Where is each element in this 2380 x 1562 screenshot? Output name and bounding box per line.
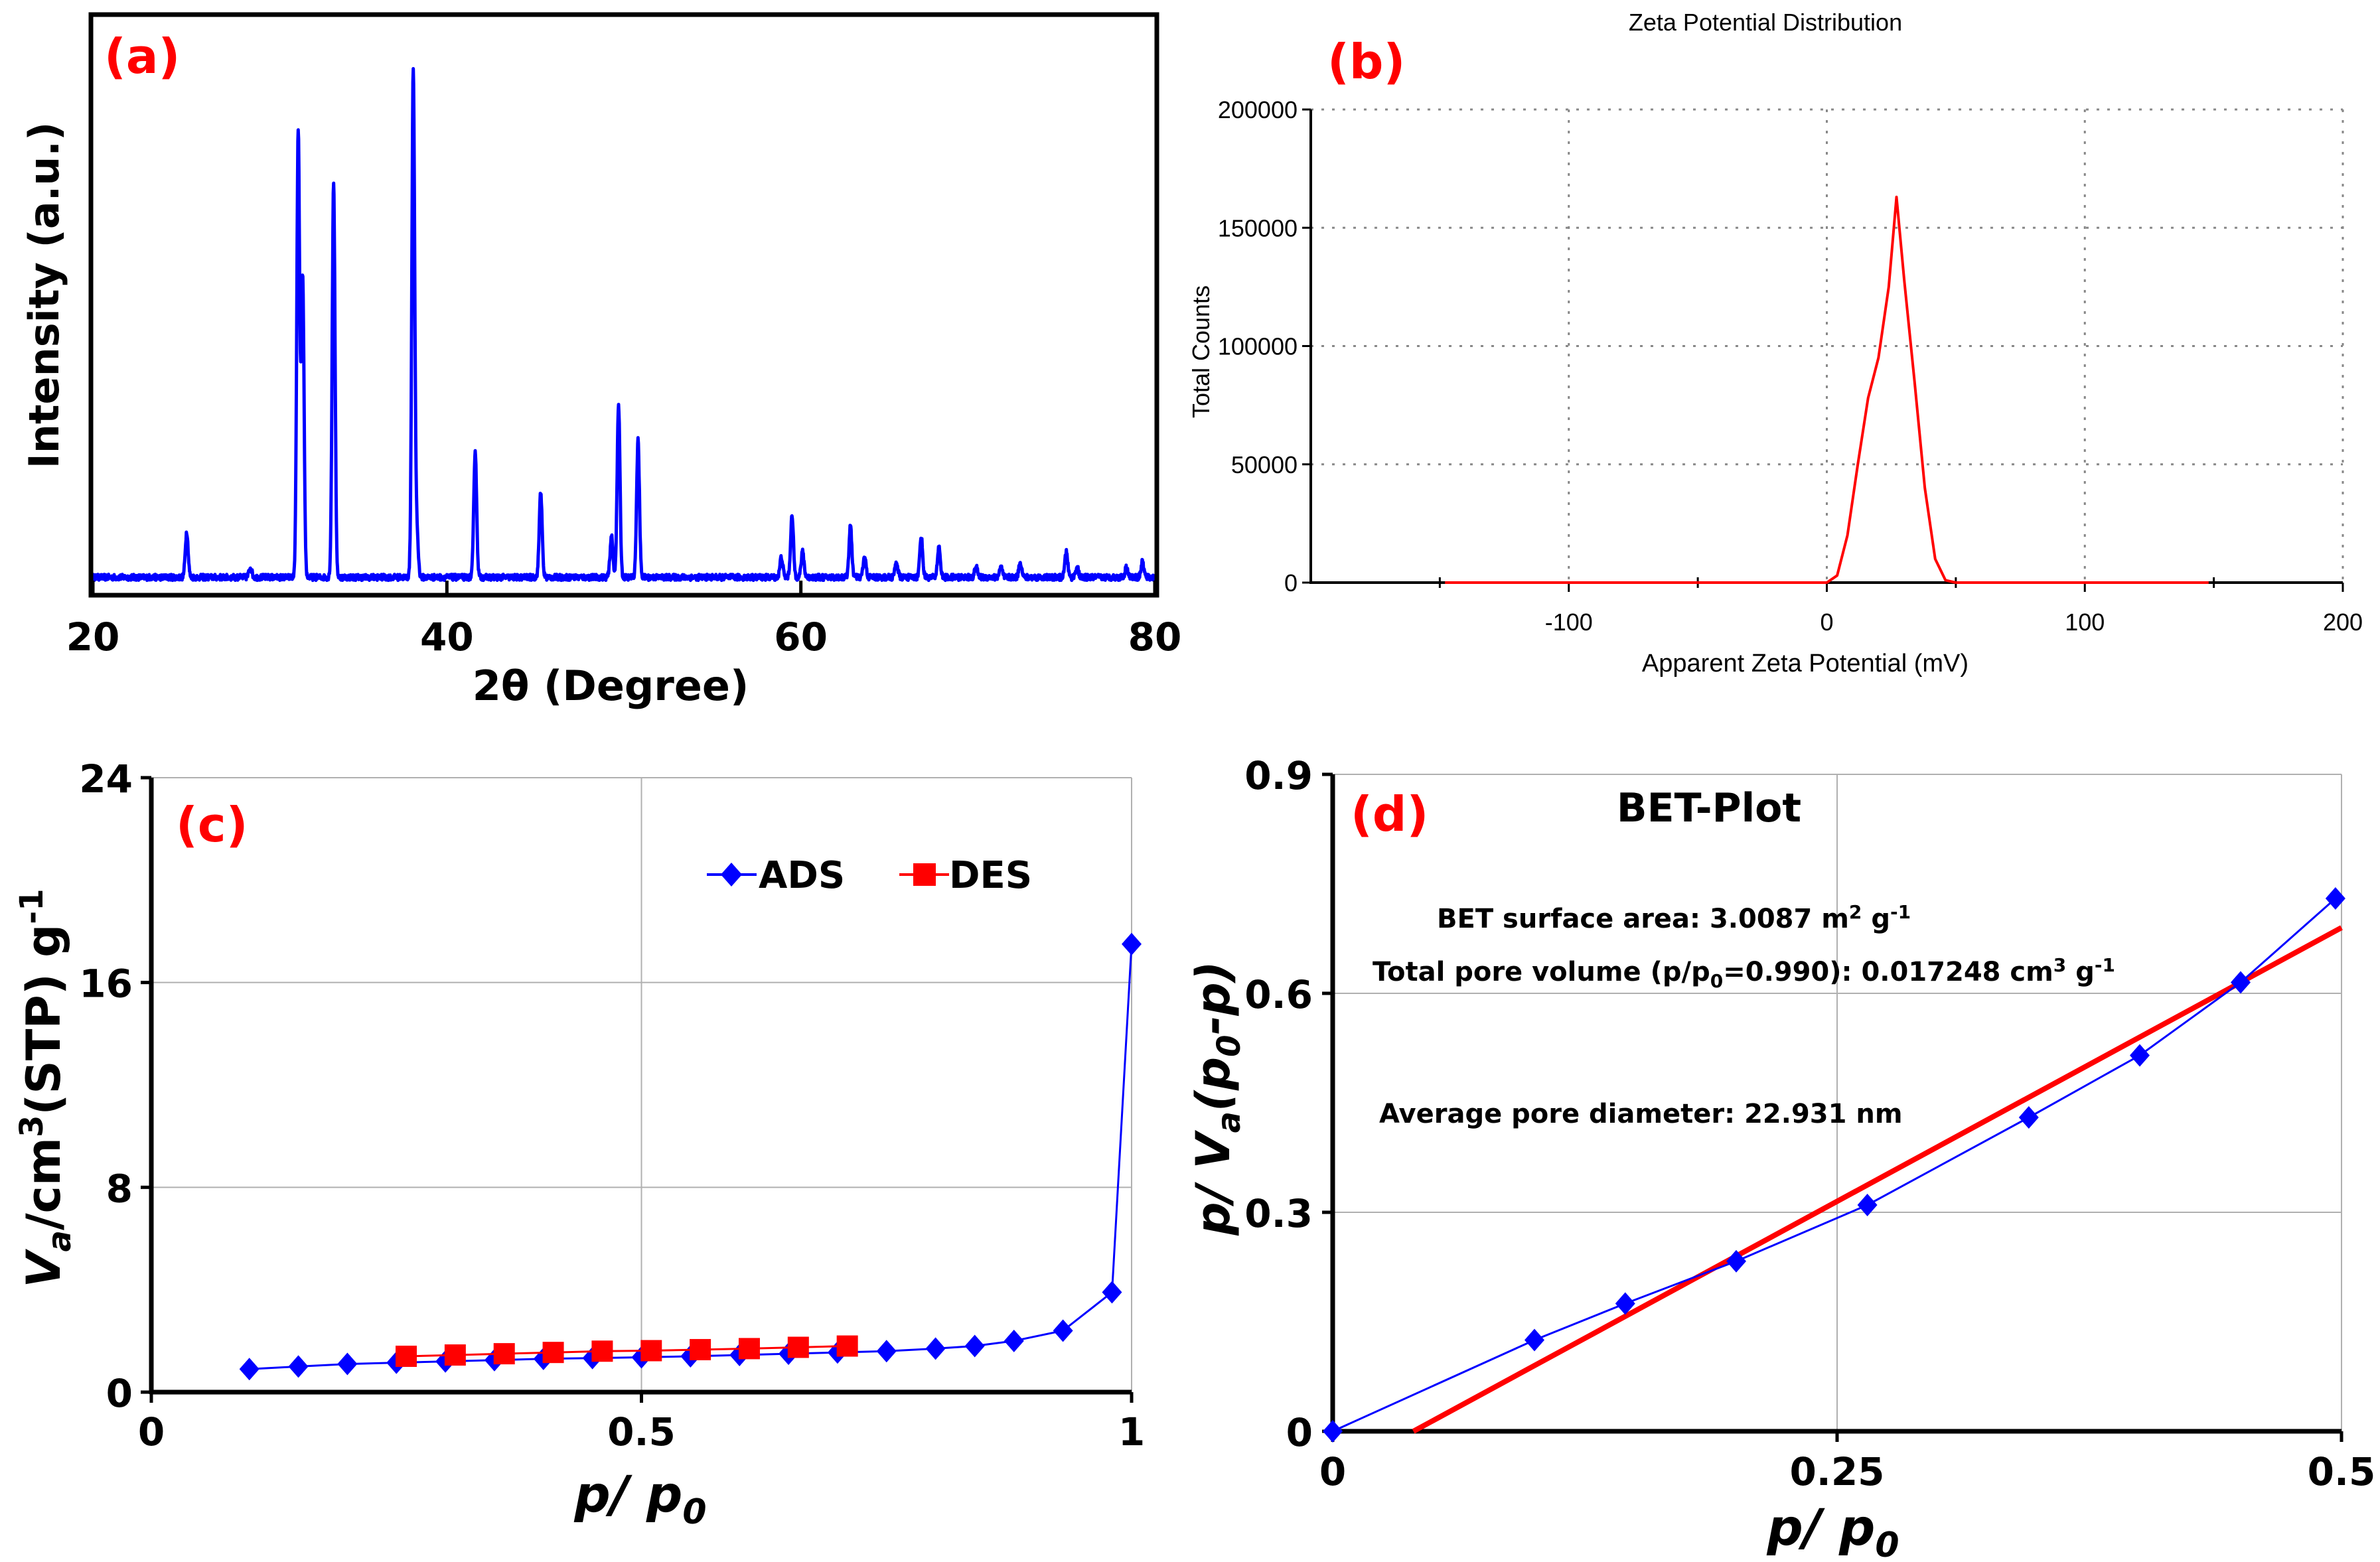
- d-y-tick-label: 0: [1286, 1410, 1313, 1455]
- c-des-point: [690, 1338, 711, 1360]
- d-annotation-pore-diameter: Average pore diameter: 22.931 nm: [1379, 1099, 1903, 1129]
- c-des-point: [640, 1340, 662, 1362]
- c-legend-des: DES: [949, 854, 1032, 897]
- b-x-axis-label: Apparent Zeta Potential (mV): [1642, 650, 1969, 677]
- b-y-axis-label: Total Counts: [1187, 285, 1215, 418]
- c-legend-ads-marker: [721, 863, 742, 887]
- a-x-tick-label: 40: [420, 614, 474, 660]
- d-data-point: [1726, 1249, 1746, 1273]
- c-x-tick-label: 1: [1118, 1409, 1145, 1455]
- d-chart-title: BET-Plot: [1617, 785, 1801, 831]
- d-y-tick-label: 0.6: [1244, 972, 1313, 1017]
- b-y-tick-label: 200000: [1218, 96, 1298, 123]
- d-annotation-pore-volume: Total pore volume (p/p0=0.990): 0.017248…: [1373, 954, 2115, 992]
- c-des-point: [396, 1345, 417, 1367]
- d-data-point: [2130, 1044, 2150, 1067]
- c-x-axis-label: p/ p0: [573, 1464, 706, 1532]
- b-y-tick-label: 50000: [1231, 451, 1298, 478]
- c-ads-point: [876, 1340, 897, 1363]
- c-ads-point: [964, 1334, 985, 1358]
- c-legend-des-marker: [913, 863, 936, 886]
- d-annotation-surface-area: BET surface area: 3.0087 m2 g-1: [1437, 901, 1911, 934]
- panel-d-bet: 0 0.3 0.6 0.9 0 0.25 0.5 (d) BET-Plot BET surf…: [1186, 753, 2375, 1562]
- b-y-tick-label: 150000: [1218, 214, 1298, 242]
- c-des-point: [787, 1336, 809, 1358]
- c-y-tick-label: 0: [106, 1371, 133, 1416]
- c-des-point: [591, 1340, 613, 1362]
- c-ads-point: [1122, 932, 1142, 956]
- c-des-point: [542, 1342, 564, 1364]
- a-x-axis-label: 2θ (Degree): [473, 662, 749, 710]
- d-x-tick-label: 0.25: [1789, 1449, 1884, 1494]
- c-ads-point: [239, 1358, 260, 1381]
- b-y-tick-label: 0: [1284, 569, 1298, 597]
- c-panel-label: (c): [176, 797, 248, 853]
- c-x-tick-label: 0.5: [607, 1409, 676, 1455]
- c-des-point: [738, 1338, 760, 1360]
- c-ads-point: [925, 1337, 946, 1360]
- c-des-point: [836, 1335, 858, 1357]
- d-panel-label: (d): [1351, 786, 1428, 842]
- a-plot-frame: [88, 12, 1159, 598]
- d-y-axis-label: p/ Va(p0-p): [1186, 961, 1248, 1236]
- a-x-tick-label: 80: [1128, 614, 1182, 660]
- a-x-tick-label: 60: [774, 614, 828, 660]
- c-ads-point: [288, 1355, 309, 1378]
- c-des-point: [493, 1343, 515, 1365]
- d-data-point: [1525, 1328, 1544, 1352]
- c-y-tick-label: 8: [106, 1166, 133, 1211]
- c-des-point: [444, 1344, 466, 1366]
- c-y-axis-label: Va/cm3(STP) g-1: [13, 888, 78, 1287]
- d-data-point: [1615, 1292, 1635, 1315]
- d-data-point: [1323, 1420, 1343, 1443]
- c-legend-ads: ADS: [759, 854, 845, 897]
- d-y-tick-label: 0.9: [1244, 753, 1313, 798]
- b-chart-title: Zeta Potential Distribution: [1629, 9, 1902, 36]
- b-x-tick-label: 200: [2323, 608, 2363, 636]
- b-x-tick-label: 100: [2065, 608, 2105, 636]
- d-x-tick-label: 0.5: [2308, 1449, 2376, 1494]
- b-x-tick-label: 0: [1820, 608, 1833, 636]
- c-ads-point: [337, 1352, 358, 1376]
- panel-a-xrd: 20 40 60 80 (a) 2θ (Degree) Intensity (a.u.…: [20, 12, 1182, 710]
- b-x-tick-label: -100: [1545, 608, 1593, 636]
- c-x-tick-label: 0: [138, 1409, 165, 1455]
- d-fit-line: [1412, 925, 2343, 1434]
- a-x-tick-label: 20: [66, 614, 120, 660]
- d-x-axis-label: p/ p0: [1766, 1498, 1899, 1562]
- c-ads-point: [1004, 1329, 1024, 1352]
- d-y-tick-label: 0.3: [1244, 1191, 1313, 1236]
- panel-c-isotherm: 0 8 16 24 0 0.5 1 (c) ADS DES p/ p0 Va/cm3(STP…: [13, 756, 1145, 1532]
- d-data-point: [2325, 887, 2345, 910]
- panel-b-zeta: 0 50000 100000 150000 200000 -100 0 100 200 Zeta…: [1187, 9, 2363, 677]
- c-ads-point: [1053, 1319, 1073, 1342]
- b-zeta-line: [1445, 195, 2209, 584]
- d-data-point: [2231, 971, 2251, 994]
- c-series-des-line: [406, 1345, 848, 1358]
- a-y-axis-label: Intensity (a.u.): [20, 122, 68, 469]
- c-legend: ADS DES: [707, 854, 1032, 897]
- d-data-point: [2018, 1106, 2039, 1129]
- d-data-point: [1857, 1194, 1878, 1216]
- a-panel-label: (a): [104, 29, 180, 84]
- d-x-tick-label: 0: [1319, 1449, 1346, 1494]
- c-y-tick-label: 24: [79, 756, 133, 802]
- b-y-tick-label: 100000: [1218, 333, 1298, 360]
- c-y-tick-label: 16: [79, 961, 133, 1007]
- c-series-ads-line: [249, 944, 1133, 1370]
- c-ads-point: [1102, 1281, 1122, 1304]
- a-xrd-line: [91, 67, 1157, 583]
- b-panel-label: (b): [1327, 34, 1405, 90]
